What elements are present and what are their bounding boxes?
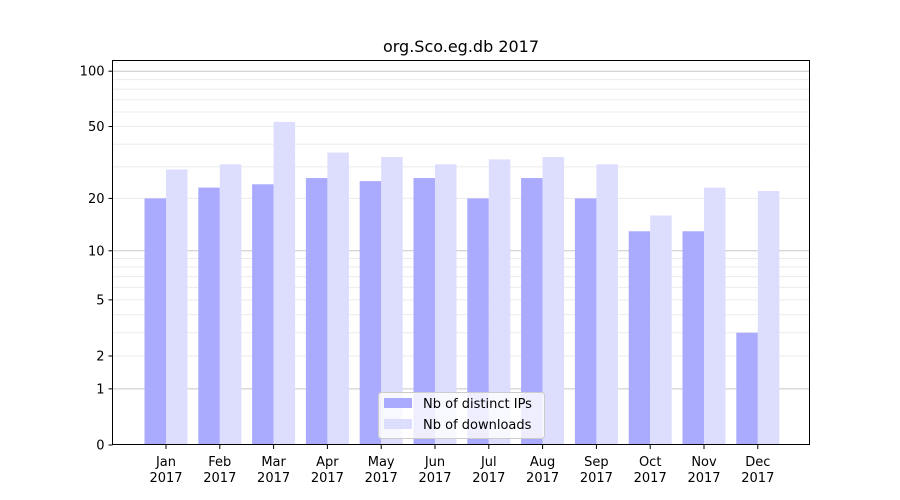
bar-downloads — [488, 159, 511, 445]
x-tick-label: Feb 2017 — [203, 455, 236, 486]
x-tick-label: Mar 2017 — [257, 455, 290, 486]
bar-downloads — [219, 164, 242, 445]
y-tick-label: 0 — [96, 439, 104, 454]
x-tick-label: Jul 2017 — [472, 455, 505, 486]
bar-downloads — [166, 169, 188, 445]
bar-downloads — [650, 215, 672, 445]
x-tick-label: May 2017 — [365, 455, 398, 486]
y-tick-label: 1 — [96, 382, 104, 397]
legend-swatch — [384, 398, 412, 408]
legend-swatch — [384, 419, 412, 429]
plot-frame — [112, 60, 810, 445]
bars — [144, 121, 780, 446]
bar-distinct-ips — [628, 231, 651, 445]
x-tick-label: Jan 2017 — [149, 455, 182, 486]
bar-distinct-ips — [521, 178, 543, 445]
bar-distinct-ips — [359, 181, 382, 445]
bar-downloads — [542, 157, 565, 445]
y-tick-label: 100 — [80, 65, 105, 80]
bar-downloads — [381, 157, 403, 445]
y-tick-label: 2 — [96, 350, 104, 365]
bar-downloads — [704, 187, 726, 445]
bar-distinct-ips — [252, 184, 274, 446]
bar-downloads — [435, 164, 457, 445]
bar-distinct-ips — [736, 332, 758, 445]
chart-title: org.Sco.eg.db 2017 — [383, 37, 539, 56]
y-tick-label: 50 — [88, 120, 105, 135]
legend-label: Nb of distinct IPs — [423, 397, 532, 412]
y-tick-label: 20 — [88, 192, 105, 207]
legend-label: Nb of downloads — [423, 418, 532, 433]
bar-downloads — [273, 121, 296, 445]
x-tick-label: Oct 2017 — [634, 455, 667, 486]
y-tick-label: 10 — [88, 244, 105, 259]
x-tick-label: Dec 2017 — [741, 455, 774, 486]
bar-distinct-ips — [467, 198, 489, 445]
x-tick-label: Nov 2017 — [687, 455, 720, 486]
x-tick-label: Jun 2017 — [418, 455, 451, 486]
bar-distinct-ips — [682, 231, 704, 445]
bar-distinct-ips — [198, 187, 220, 445]
bar-distinct-ips — [144, 198, 166, 445]
bar-downloads — [596, 164, 618, 445]
x-axis: Jan 2017 Feb 2017 Mar 2017 Apr 2017 May 2017 Jun 20… — [149, 445, 774, 486]
legend-box — [378, 392, 545, 439]
x-tick-label: Sep 2017 — [580, 455, 613, 486]
bar-downloads — [757, 191, 780, 445]
x-tick-label: Aug 2017 — [526, 455, 559, 486]
bar-distinct-ips — [305, 178, 328, 445]
y-tick-label: 5 — [96, 293, 104, 308]
y-axis: 0 1 2 5 10 20 50 100 — [80, 65, 113, 454]
legend: Nb of distinct IPs Nb of downloads — [378, 392, 545, 439]
bar-downloads — [327, 152, 349, 445]
bar-distinct-ips — [574, 198, 597, 445]
x-tick-label: Apr 2017 — [311, 455, 344, 486]
bar-distinct-ips — [413, 178, 435, 445]
